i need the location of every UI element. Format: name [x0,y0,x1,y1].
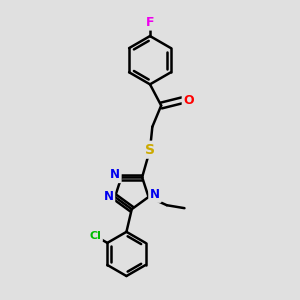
Text: O: O [184,94,194,107]
Text: N: N [110,168,120,182]
Text: N: N [103,190,113,203]
Text: S: S [145,143,155,157]
Text: N: N [150,188,160,201]
Text: F: F [146,16,154,29]
Text: Cl: Cl [89,231,101,241]
